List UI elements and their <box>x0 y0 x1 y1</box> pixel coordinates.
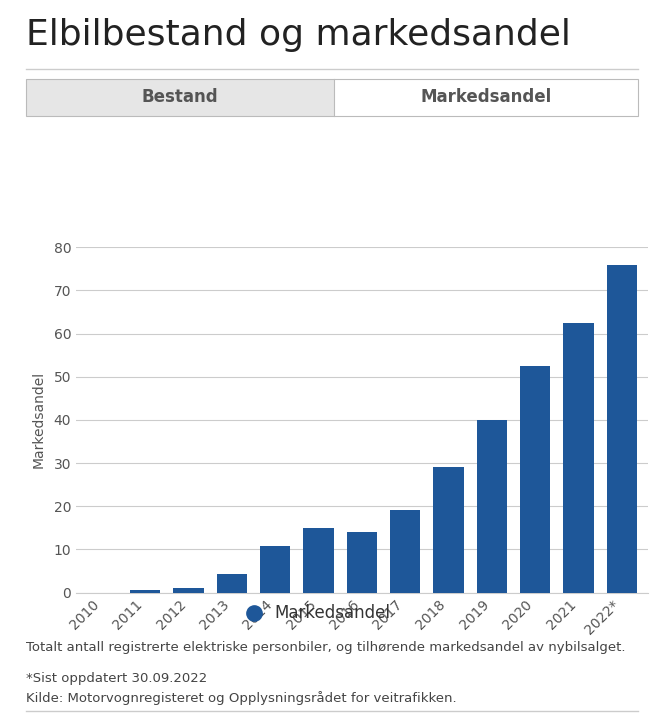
Y-axis label: Markedsandel: Markedsandel <box>31 371 45 468</box>
Bar <box>303 528 334 593</box>
Bar <box>390 510 420 593</box>
Bar <box>520 366 551 593</box>
Bar <box>477 420 507 593</box>
Bar <box>130 590 161 593</box>
Text: Bestand: Bestand <box>142 89 218 106</box>
Text: Totalt antall registrerte elektriske personbiler, og tilhørende markedsandel av : Totalt antall registrerte elektriske per… <box>26 641 626 654</box>
Text: Elbilbestand og markedsandel: Elbilbestand og markedsandel <box>26 18 571 52</box>
Text: Kilde: Motorvognregisteret og Opplysningsrådet for veitrafikken.: Kilde: Motorvognregisteret og Opplysning… <box>26 691 457 704</box>
Bar <box>434 467 463 593</box>
Text: Markedsandel: Markedsandel <box>420 89 551 106</box>
Bar <box>347 532 377 593</box>
Bar <box>607 265 637 593</box>
Text: Markedsandel: Markedsandel <box>274 604 390 622</box>
Bar <box>260 546 290 593</box>
Bar <box>173 588 204 593</box>
Bar <box>217 574 247 593</box>
Text: *Sist oppdatert 30.09.2022: *Sist oppdatert 30.09.2022 <box>26 672 208 686</box>
Bar <box>563 323 594 593</box>
